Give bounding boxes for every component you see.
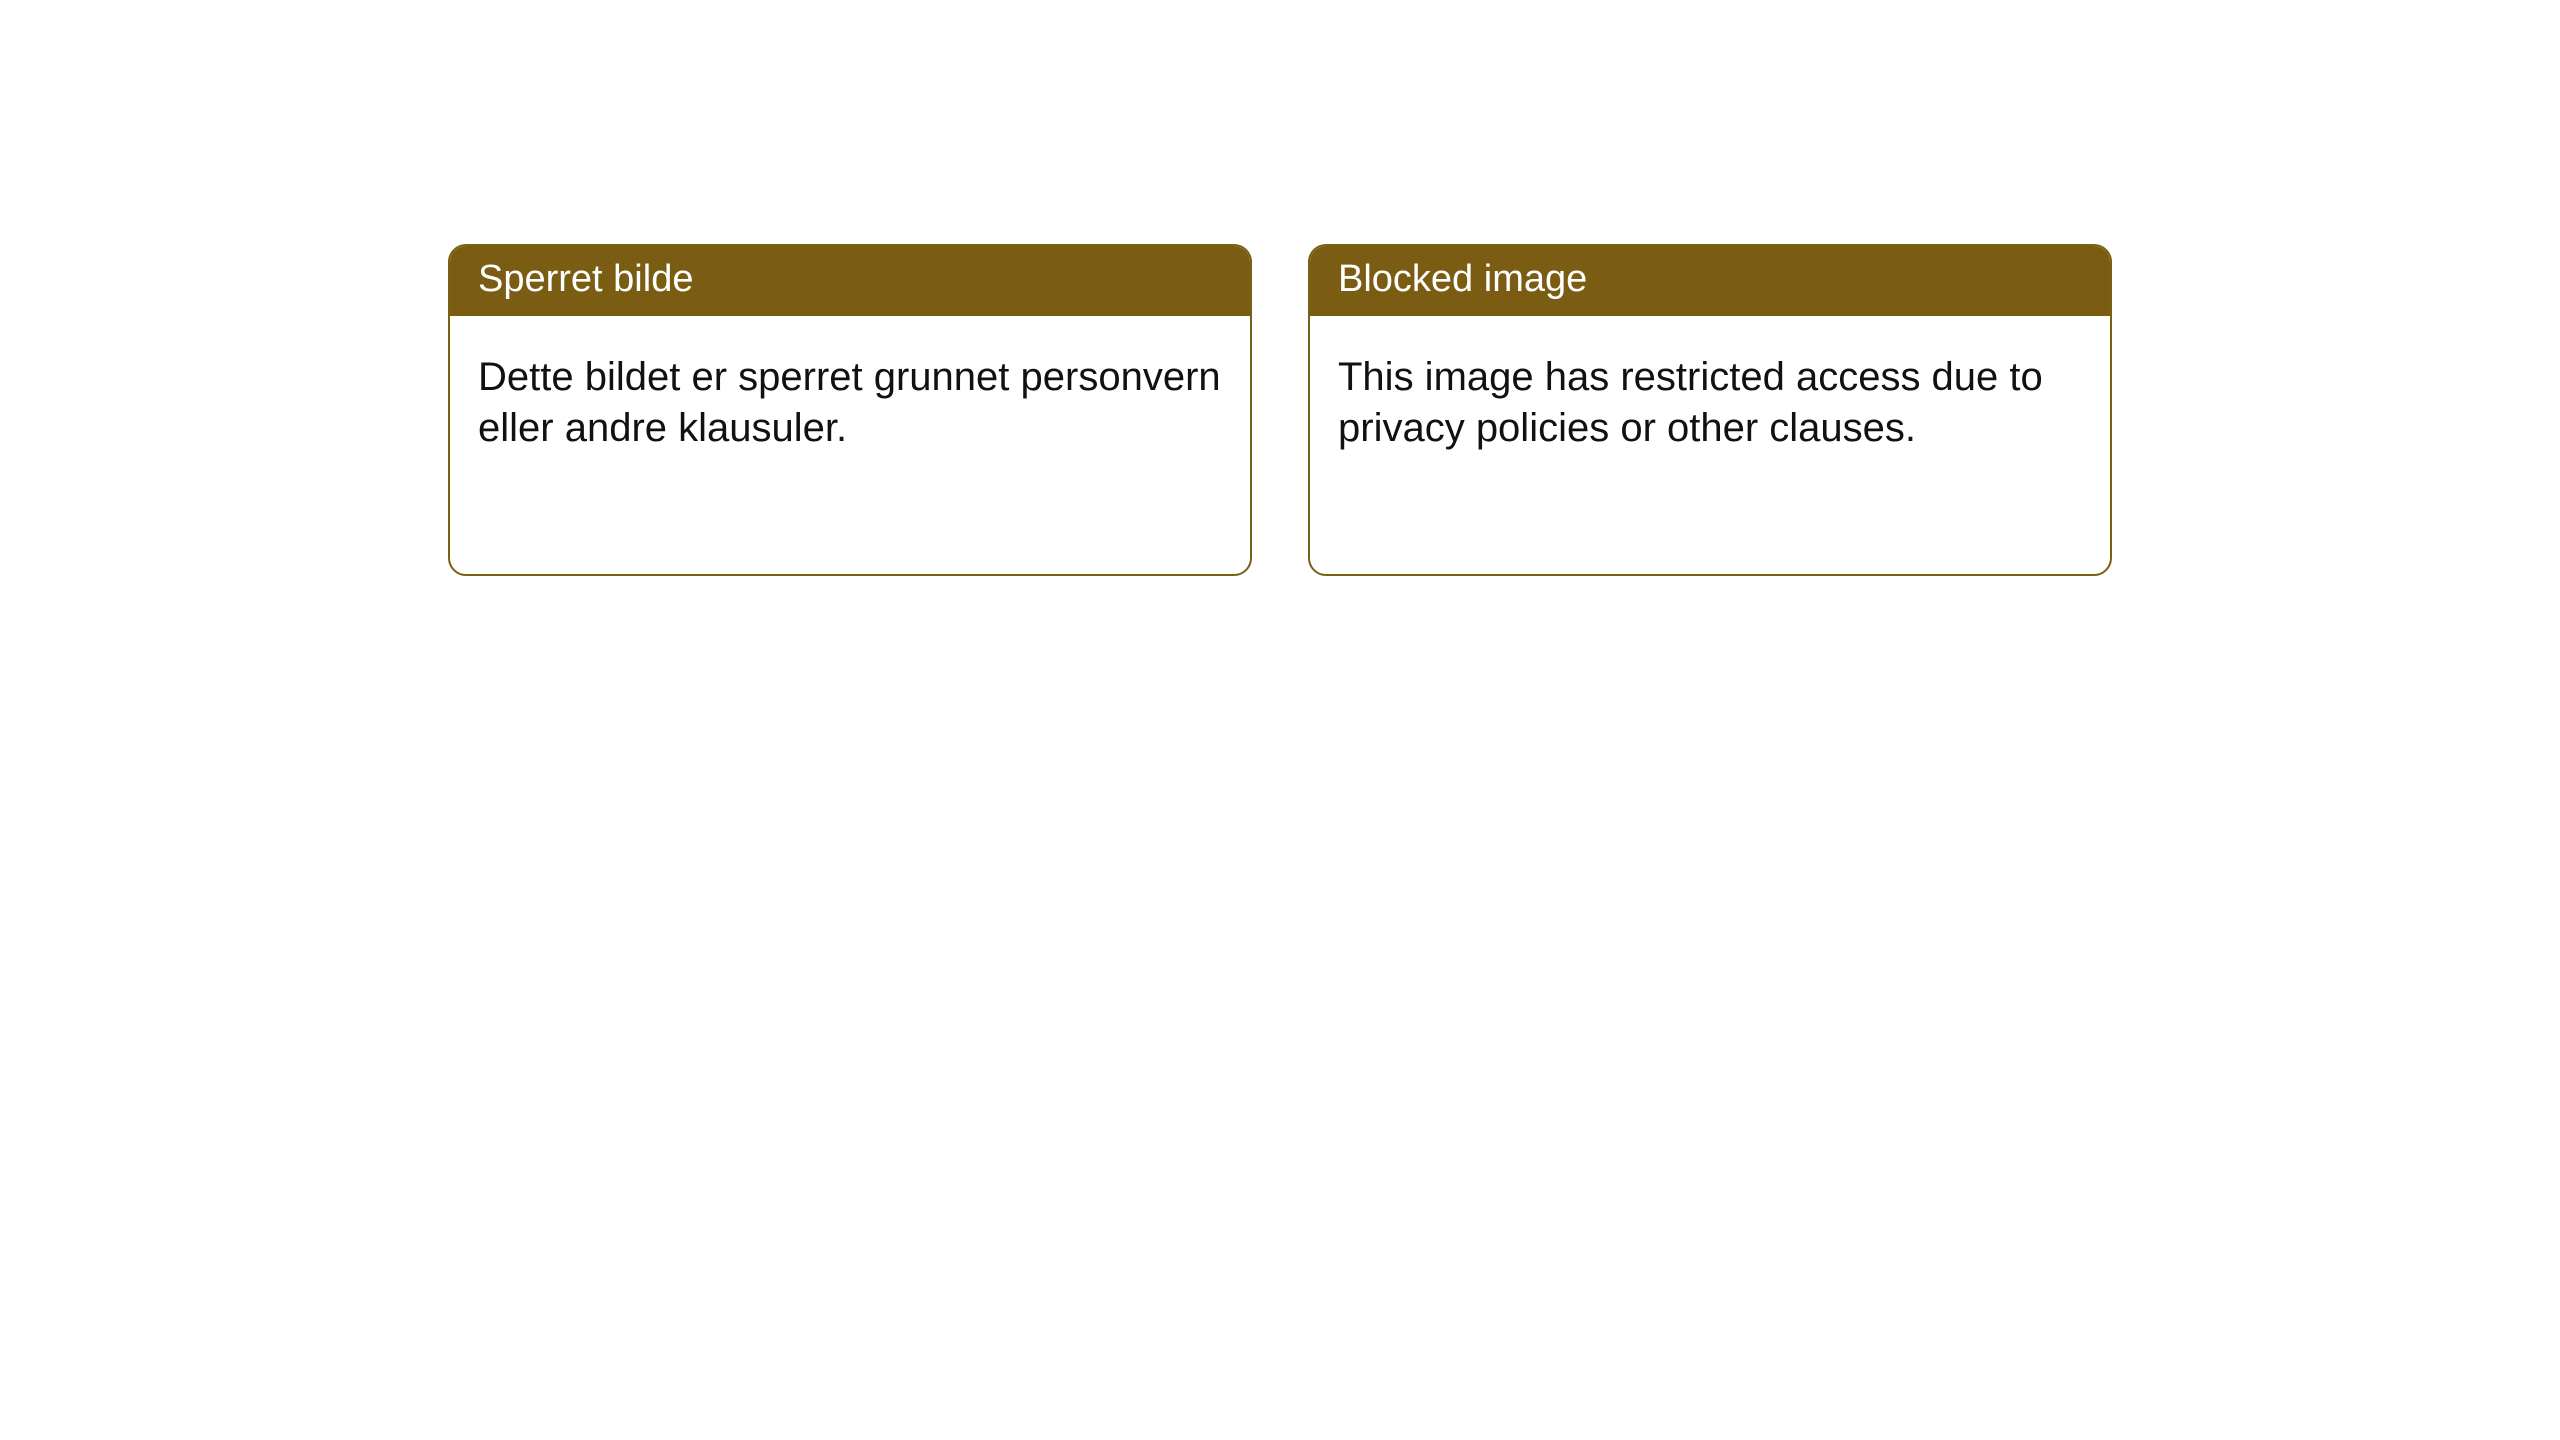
card-body-en: This image has restricted access due to … <box>1310 316 2110 454</box>
blocked-image-card-en: Blocked image This image has restricted … <box>1308 244 2112 576</box>
card-body-no: Dette bildet er sperret grunnet personve… <box>450 316 1250 454</box>
card-title-en: Blocked image <box>1310 246 2110 316</box>
card-title-no: Sperret bilde <box>450 246 1250 316</box>
notice-cards-row: Sperret bilde Dette bildet er sperret gr… <box>0 0 2560 576</box>
blocked-image-card-no: Sperret bilde Dette bildet er sperret gr… <box>448 244 1252 576</box>
